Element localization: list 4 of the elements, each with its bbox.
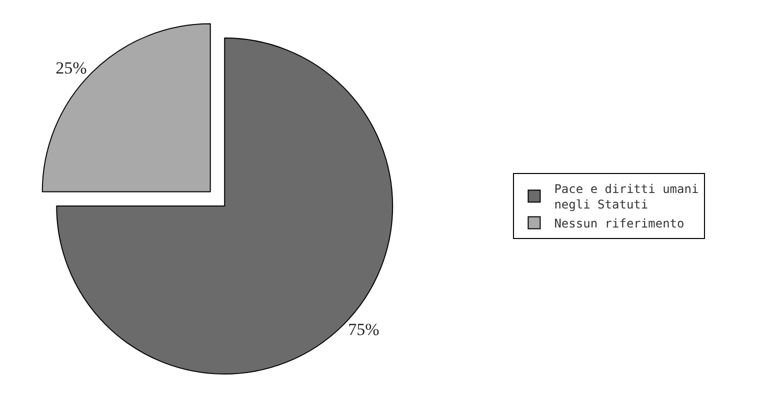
legend-label: Nessun riferimento (554, 216, 684, 230)
legend-label: Pace e diritti umani negli Statuti (554, 182, 699, 212)
data-label: 75% (348, 320, 380, 340)
data-label: 25% (56, 58, 87, 78)
